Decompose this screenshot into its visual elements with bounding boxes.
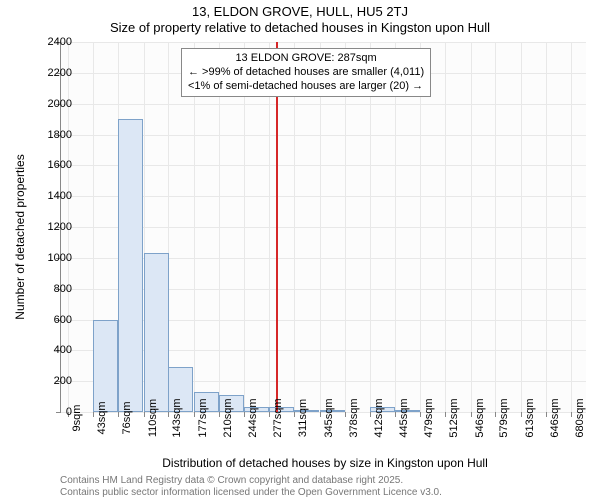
xtick-mark [370,412,371,417]
ytick-label: 1000 [32,252,72,264]
vgrid [395,42,396,412]
xtick-mark [118,412,119,417]
ytick-label: 200 [32,375,72,387]
footer-line2: Contains public sector information licen… [60,487,442,498]
xtick-mark [168,412,169,417]
xtick-mark [93,412,94,417]
footer-line1: Contains HM Land Registry data © Crown c… [60,475,403,486]
xtick-mark [395,412,396,417]
vgrid [370,42,371,412]
xtick-mark [571,412,572,417]
xtick-label: 177sqm [197,398,209,437]
xtick-label: 613sqm [524,398,536,437]
annotation-line1: 13 ELDON GROVE: 287sqm [188,52,424,66]
vgrid [294,42,295,412]
xtick-mark [471,412,472,417]
ytick-label: 2200 [32,67,72,79]
vgrid [546,42,547,412]
vgrid [445,42,446,412]
xtick-mark [546,412,547,417]
vgrid [495,42,496,412]
xtick-label: 378sqm [348,398,360,437]
annotation-line2: ← >99% of detached houses are smaller (4… [188,66,424,80]
chart-title-line1: 13, ELDON GROVE, HULL, HU5 2TJ [0,4,600,19]
xtick-label: 546sqm [474,398,486,437]
xtick-label: 277sqm [272,398,284,437]
xtick-label: 445sqm [398,398,410,437]
xtick-mark [320,412,321,417]
xtick-label: 345sqm [323,398,335,437]
annotation-box: 13 ELDON GROVE: 287sqm ← >99% of detache… [181,48,431,97]
ytick-label: 2400 [32,36,72,48]
xtick-mark [521,412,522,417]
xtick-label: 9sqm [71,405,83,432]
vgrid [269,42,270,412]
vgrid [521,42,522,412]
ytick-label: 1200 [32,221,72,233]
xtick-label: 579sqm [498,398,510,437]
xtick-mark [495,412,496,417]
xtick-label: 110sqm [147,399,159,437]
vgrid [471,42,472,412]
ytick-label: 800 [32,283,72,295]
xtick-mark [294,412,295,417]
y-axis-label: Number of detached properties [13,87,27,387]
hgrid [61,104,586,105]
xtick-label: 143sqm [171,398,183,437]
xtick-mark [244,412,245,417]
hgrid [61,42,586,43]
histogram-bar [118,119,143,412]
xtick-mark [144,412,145,417]
vgrid [320,42,321,412]
xtick-label: 412sqm [373,398,385,437]
xtick-label: 76sqm [121,401,133,434]
xtick-mark [269,412,270,417]
plot-area: 13 ELDON GROVE: 287sqm ← >99% of detache… [60,42,586,413]
histogram-bar [144,253,169,412]
xtick-mark [345,412,346,417]
ytick-label: 2000 [32,98,72,110]
x-axis-label: Distribution of detached houses by size … [60,456,590,470]
vgrid [420,42,421,412]
chart-title-line2: Size of property relative to detached ho… [0,20,600,35]
xtick-mark [445,412,446,417]
vgrid [194,42,195,412]
vgrid [345,42,346,412]
xtick-mark [194,412,195,417]
ytick-label: 400 [32,344,72,356]
xtick-label: 512sqm [448,398,460,437]
xtick-mark [219,412,220,417]
xtick-label: 680sqm [574,398,586,437]
vgrid [571,42,572,412]
ytick-label: 0 [32,406,72,418]
xtick-label: 646sqm [549,398,561,437]
vgrid [219,42,220,412]
ytick-label: 600 [32,314,72,326]
annotation-line3: <1% of semi-detached houses are larger (… [188,80,424,94]
xtick-label: 210sqm [222,398,234,437]
ytick-label: 1400 [32,190,72,202]
reference-line [276,42,278,412]
xtick-mark [420,412,421,417]
vgrid [244,42,245,412]
xtick-label: 479sqm [423,398,435,437]
histogram-bar [93,320,118,413]
ytick-label: 1800 [32,129,72,141]
xtick-label: 311sqm [297,399,309,437]
xtick-label: 43sqm [96,401,108,434]
ytick-label: 1600 [32,159,72,171]
xtick-label: 244sqm [247,398,259,437]
